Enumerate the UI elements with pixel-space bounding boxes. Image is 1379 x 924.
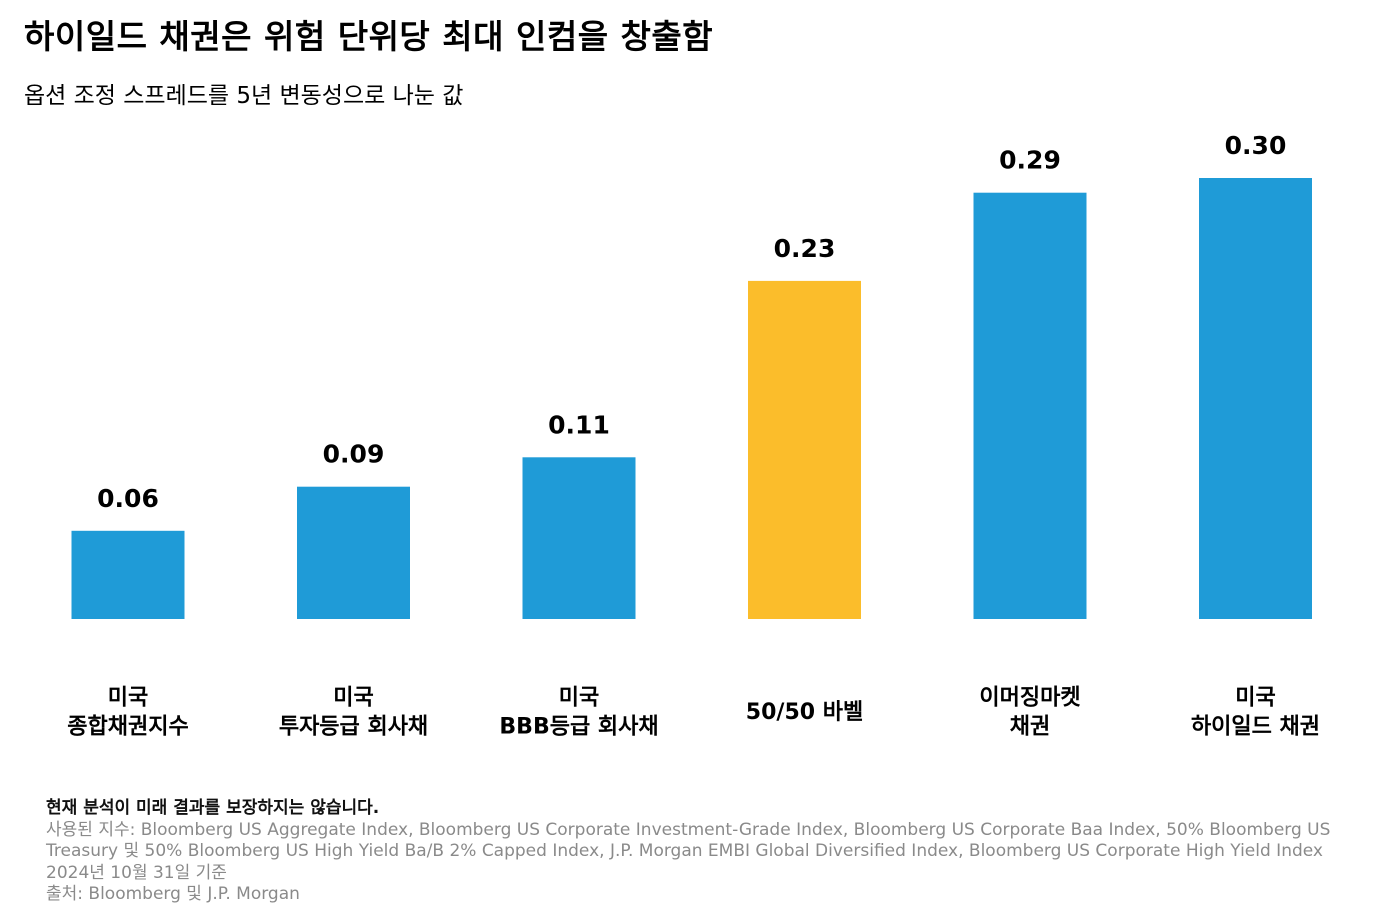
bar-3 — [748, 280, 861, 619]
category-label-5-0: 미국 — [1235, 686, 1275, 711]
footer: 현재 분석이 미래 결과를 보장하지는 않습니다. 사용된 지수: Bloomb… — [46, 798, 1356, 906]
category-label-3-0: 50/50 바벨 — [746, 700, 863, 725]
category-label-1-1: 투자등급 회사채 — [279, 715, 428, 740]
index-sources: 사용된 지수: Bloomberg US Aggregate Index, Bl… — [46, 819, 1331, 862]
as-of-date: 2024년 10월 31일 기준 — [46, 862, 227, 883]
bar-value-label-0: 0.06 — [97, 484, 159, 513]
bar-value-label-4: 0.29 — [999, 146, 1061, 175]
category-label-2-1: BBB등급 회사채 — [499, 715, 658, 740]
disclaimer-note: 현재 분석이 미래 결과를 보장하지는 않습니다. — [46, 798, 380, 818]
chart-subtitle: 옵션 조정 스프레드를 5년 변동성으로 나눈 값 — [24, 83, 464, 109]
category-label-1-0: 미국 — [333, 686, 373, 711]
category-label-0-0: 미국 — [108, 686, 148, 711]
category-label-4-0: 이머징마켓 — [979, 686, 1080, 711]
category-label-2-0: 미국 — [559, 686, 599, 711]
data-source: 출처: Bloomberg 및 J.P. Morgan — [46, 884, 300, 904]
bar-0 — [71, 530, 185, 619]
bar-value-label-1: 0.09 — [323, 440, 385, 469]
category-label-5-1: 하이일드 채권 — [1191, 715, 1320, 740]
category-label-4-1: 채권 — [1010, 715, 1050, 740]
bar-value-label-2: 0.11 — [548, 410, 610, 439]
bar-1 — [297, 486, 410, 619]
bar-4 — [973, 192, 1087, 619]
bar-value-label-5: 0.30 — [1225, 131, 1287, 160]
bar-5 — [1199, 178, 1312, 619]
bar-2 — [522, 457, 636, 619]
chart-title: 하이일드 채권은 위험 단위당 최대 인컴을 창출함 — [24, 17, 714, 56]
bar-value-label-3: 0.23 — [774, 234, 836, 263]
category-label-0-1: 종합채권지수 — [67, 714, 188, 740]
